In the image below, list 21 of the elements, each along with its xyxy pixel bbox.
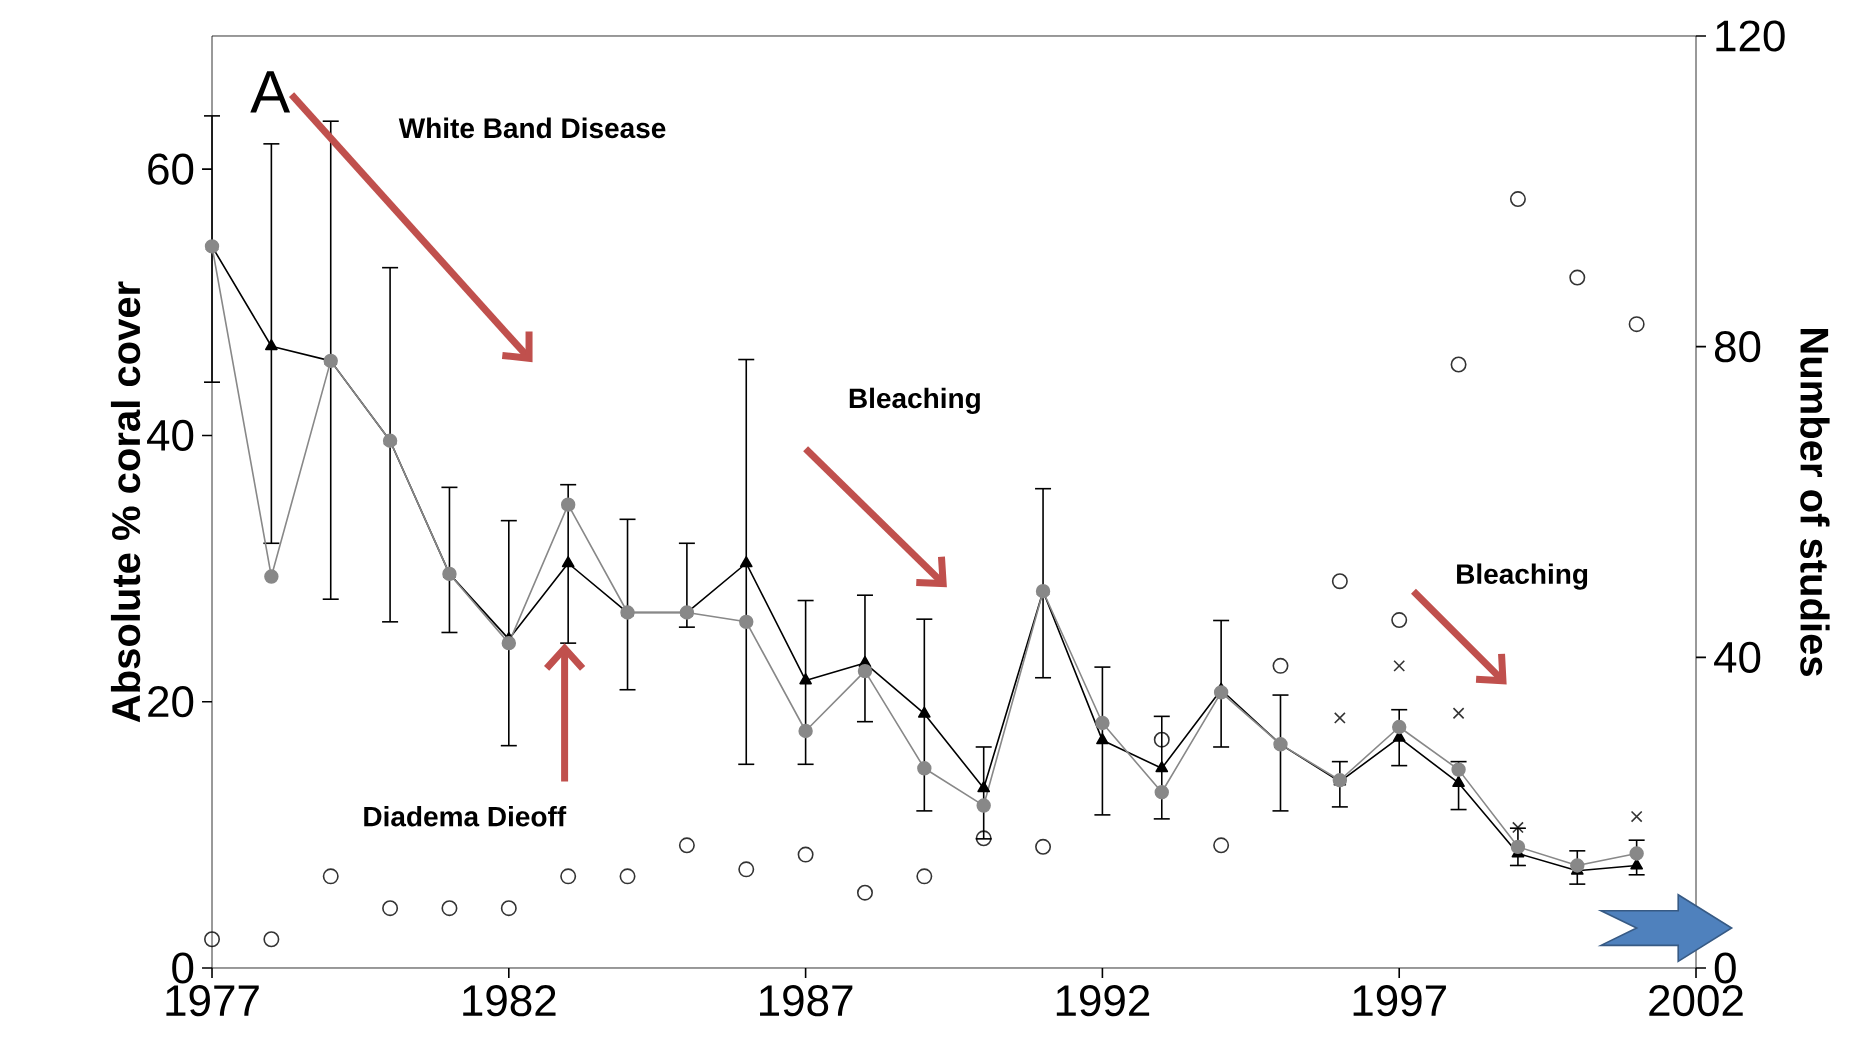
y-tick-label: 60	[148, 153, 194, 185]
annotation: Diadema Dieoff	[364, 805, 567, 827]
annotation: Bleaching	[1457, 563, 1588, 590]
y2-tick-label: 40	[1714, 641, 1761, 673]
y2-tick-label: 120	[1716, 20, 1785, 52]
y-tick-label: 20	[148, 686, 194, 718]
annotation: A	[250, 71, 291, 113]
x-tick-label: 1997	[1353, 985, 1446, 1017]
y2-tick-label: 80	[1714, 331, 1761, 363]
x-tick-label: 1982	[463, 985, 556, 1017]
y-tick-label: 40	[147, 419, 194, 452]
y2-axis-title: Number of studies	[1800, 329, 1830, 676]
annotation: Bleaching	[849, 387, 980, 414]
x-tick-label: 1987	[760, 985, 853, 1017]
annotation: White Band Disease	[398, 117, 666, 139]
x-tick-label: 1977	[166, 985, 259, 1017]
x-tick-label: 1992	[1056, 985, 1150, 1017]
y-tick-label: 0	[172, 952, 194, 984]
y-axis-title: Absolute % coral cover	[110, 281, 141, 723]
x-tick-label: 2002	[1649, 985, 1743, 1017]
y2-tick-label: 0	[1714, 952, 1736, 984]
